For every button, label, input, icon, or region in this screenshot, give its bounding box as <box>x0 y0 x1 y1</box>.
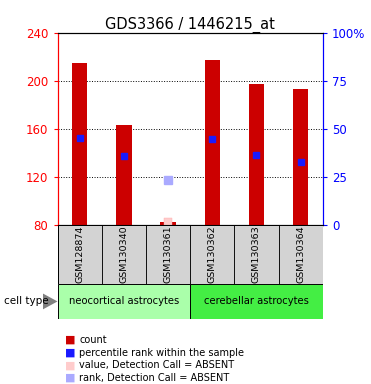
Bar <box>58 284 190 319</box>
Text: ■: ■ <box>65 335 75 345</box>
Text: percentile rank within the sample: percentile rank within the sample <box>79 348 244 358</box>
Bar <box>190 284 323 319</box>
Text: ■: ■ <box>65 360 75 370</box>
Text: neocortical astrocytes: neocortical astrocytes <box>69 296 179 306</box>
Bar <box>234 225 279 284</box>
Bar <box>160 222 176 225</box>
Bar <box>279 225 323 284</box>
Text: GSM130362: GSM130362 <box>208 225 217 283</box>
Text: GSM128874: GSM128874 <box>75 226 84 283</box>
Bar <box>72 63 87 225</box>
Text: GSM130363: GSM130363 <box>252 225 261 283</box>
Polygon shape <box>43 293 58 310</box>
Text: rank, Detection Call = ABSENT: rank, Detection Call = ABSENT <box>79 373 229 383</box>
Text: ■: ■ <box>65 373 75 383</box>
Bar <box>204 60 220 225</box>
Text: cell type: cell type <box>4 296 48 306</box>
Bar <box>58 225 102 284</box>
Text: GSM130361: GSM130361 <box>164 225 173 283</box>
Bar <box>116 125 132 225</box>
Text: count: count <box>79 335 106 345</box>
Bar <box>102 225 146 284</box>
Bar <box>190 225 234 284</box>
Text: GSM130364: GSM130364 <box>296 225 305 283</box>
Text: cerebellar astrocytes: cerebellar astrocytes <box>204 296 309 306</box>
Text: value, Detection Call = ABSENT: value, Detection Call = ABSENT <box>79 360 234 370</box>
Text: ■: ■ <box>65 348 75 358</box>
Bar <box>249 84 264 225</box>
Bar <box>146 225 190 284</box>
Title: GDS3366 / 1446215_at: GDS3366 / 1446215_at <box>105 17 275 33</box>
Text: GSM130340: GSM130340 <box>119 225 128 283</box>
Bar <box>293 89 308 225</box>
